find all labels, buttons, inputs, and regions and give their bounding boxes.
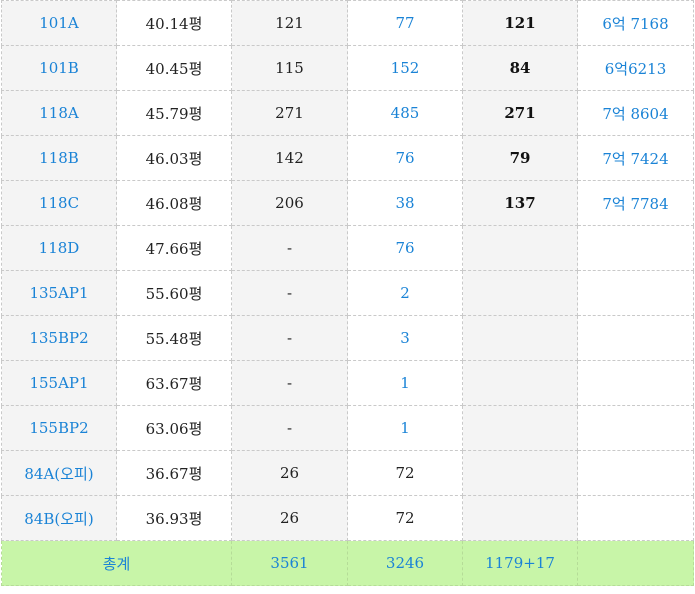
- unit-type-cell[interactable]: 135AP1: [1, 270, 117, 316]
- count-cell: 115: [231, 45, 348, 91]
- table-row: 84A(오피) 36.67평 26 72: [1, 450, 694, 496]
- unit-type-cell[interactable]: 135BP2: [1, 315, 117, 361]
- unit-type-cell[interactable]: 84A(오피): [1, 450, 117, 496]
- unit-type-cell[interactable]: 84B(오피): [1, 495, 117, 541]
- area-cell: 40.45평: [116, 45, 232, 91]
- area-cell: 55.48평: [116, 315, 232, 361]
- table-row: 155BP2 63.06평 - 1: [1, 405, 694, 451]
- count-cell: -: [231, 315, 348, 361]
- price-cell[interactable]: [577, 360, 694, 406]
- households-cell: [462, 315, 578, 361]
- count-cell: 121: [231, 0, 348, 46]
- count-cell: 271: [231, 90, 348, 136]
- count-cell: -: [231, 270, 348, 316]
- unit-type-cell[interactable]: 118A: [1, 90, 117, 136]
- households-cell: [462, 405, 578, 451]
- area-cell: 45.79평: [116, 90, 232, 136]
- supply-cell: 72: [347, 450, 463, 496]
- price-cell[interactable]: 6억 7168: [577, 0, 694, 46]
- unit-type-cell[interactable]: 118B: [1, 135, 117, 181]
- table-row: 155AP1 63.67평 - 1: [1, 360, 694, 406]
- table-row: 135AP1 55.60평 - 2: [1, 270, 694, 316]
- total-count: 3561: [231, 540, 348, 586]
- area-cell: 46.08평: [116, 180, 232, 226]
- supply-cell[interactable]: 77: [347, 0, 463, 46]
- supply-cell[interactable]: 2: [347, 270, 463, 316]
- table-row: 118A 45.79평 271 485 271 7억 8604: [1, 90, 694, 136]
- price-cell[interactable]: [577, 225, 694, 271]
- total-row: 총계 3561 3246 1179+17: [1, 540, 694, 586]
- households-cell: 79: [462, 135, 578, 181]
- price-cell[interactable]: 7억 7424: [577, 135, 694, 181]
- price-cell[interactable]: 7억 7784: [577, 180, 694, 226]
- supply-cell[interactable]: 1: [347, 405, 463, 451]
- households-cell: 121: [462, 0, 578, 46]
- count-cell: -: [231, 225, 348, 271]
- supply-cell[interactable]: 3: [347, 315, 463, 361]
- area-cell: 47.66평: [116, 225, 232, 271]
- table-row: 135BP2 55.48평 - 3: [1, 315, 694, 361]
- area-cell: 36.67평: [116, 450, 232, 496]
- supply-cell[interactable]: 76: [347, 225, 463, 271]
- unit-type-cell[interactable]: 155AP1: [1, 360, 117, 406]
- area-cell: 63.06평: [116, 405, 232, 451]
- price-cell[interactable]: 6억6213: [577, 45, 694, 91]
- count-cell: -: [231, 360, 348, 406]
- count-cell: -: [231, 405, 348, 451]
- households-cell: [462, 495, 578, 541]
- supply-cell[interactable]: 38: [347, 180, 463, 226]
- households-cell: 137: [462, 180, 578, 226]
- unit-type-cell[interactable]: 118C: [1, 180, 117, 226]
- total-supply: 3246: [347, 540, 463, 586]
- households-cell: 271: [462, 90, 578, 136]
- table-row: 118D 47.66평 - 76: [1, 225, 694, 271]
- households-cell: [462, 450, 578, 496]
- supply-cell[interactable]: 485: [347, 90, 463, 136]
- area-cell: 40.14평: [116, 0, 232, 46]
- supply-cell[interactable]: 1: [347, 360, 463, 406]
- count-cell: 206: [231, 180, 348, 226]
- unit-type-cell[interactable]: 155BP2: [1, 405, 117, 451]
- price-cell[interactable]: [577, 270, 694, 316]
- area-cell: 36.93평: [116, 495, 232, 541]
- table-row: 118B 46.03평 142 76 79 7억 7424: [1, 135, 694, 181]
- price-cell[interactable]: [577, 450, 694, 496]
- unit-type-cell[interactable]: 101A: [1, 0, 117, 46]
- households-cell: [462, 225, 578, 271]
- price-cell[interactable]: 7억 8604: [577, 90, 694, 136]
- price-cell[interactable]: [577, 405, 694, 451]
- households-cell: [462, 270, 578, 316]
- households-cell: 84: [462, 45, 578, 91]
- price-cell[interactable]: [577, 495, 694, 541]
- area-cell: 63.67평: [116, 360, 232, 406]
- count-cell: 142: [231, 135, 348, 181]
- total-label: 총계: [1, 540, 232, 586]
- unit-type-cell[interactable]: 101B: [1, 45, 117, 91]
- table-row: 101B 40.45평 115 152 84 6억6213: [1, 45, 694, 91]
- table-row: 118C 46.08평 206 38 137 7억 7784: [1, 180, 694, 226]
- total-households: 1179+17: [462, 540, 578, 586]
- area-cell: 46.03평: [116, 135, 232, 181]
- supply-cell: 72: [347, 495, 463, 541]
- table-row: 84B(오피) 36.93평 26 72: [1, 495, 694, 541]
- households-cell: [462, 360, 578, 406]
- total-price: [577, 540, 694, 586]
- count-cell: 26: [231, 495, 348, 541]
- table-row: 101A 40.14평 121 77 121 6억 7168: [1, 0, 694, 46]
- count-cell: 26: [231, 450, 348, 496]
- supply-cell[interactable]: 76: [347, 135, 463, 181]
- price-cell[interactable]: [577, 315, 694, 361]
- supply-cell[interactable]: 152: [347, 45, 463, 91]
- unit-type-cell[interactable]: 118D: [1, 225, 117, 271]
- area-cell: 55.60평: [116, 270, 232, 316]
